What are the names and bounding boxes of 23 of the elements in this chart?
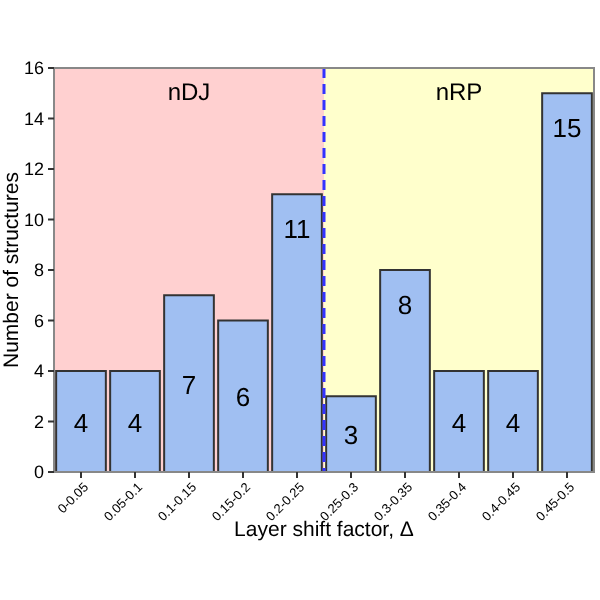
band-label: nRP — [435, 78, 483, 106]
data-label: 7 — [181, 369, 197, 400]
data-label: 8 — [397, 290, 413, 320]
y-tick-label: 0 — [33, 462, 44, 482]
data-label: 15 — [552, 113, 582, 144]
y-tick-label: 6 — [33, 310, 44, 331]
y-tick-label: 12 — [23, 159, 44, 179]
band-label: nDJ — [167, 78, 211, 106]
x-axis-title: Layer shift factor, Δ — [234, 518, 414, 542]
data-label: 3 — [343, 420, 359, 451]
data-label: 11 — [283, 214, 311, 245]
y-tick-label: 2 — [33, 411, 44, 432]
y-tick-label: 8 — [33, 260, 44, 280]
data-label: 6 — [235, 382, 251, 413]
data-label: 4 — [451, 407, 467, 438]
y-tick-label: 16 — [23, 58, 44, 78]
data-label: 4 — [127, 407, 143, 438]
data-label: 4 — [505, 407, 521, 438]
y-tick-label: 14 — [23, 108, 44, 129]
y-axis-title: Number of structures — [0, 171, 24, 369]
y-tick-label: 4 — [33, 361, 44, 381]
y-tick-label: 10 — [23, 209, 44, 230]
data-label: 4 — [73, 407, 89, 438]
